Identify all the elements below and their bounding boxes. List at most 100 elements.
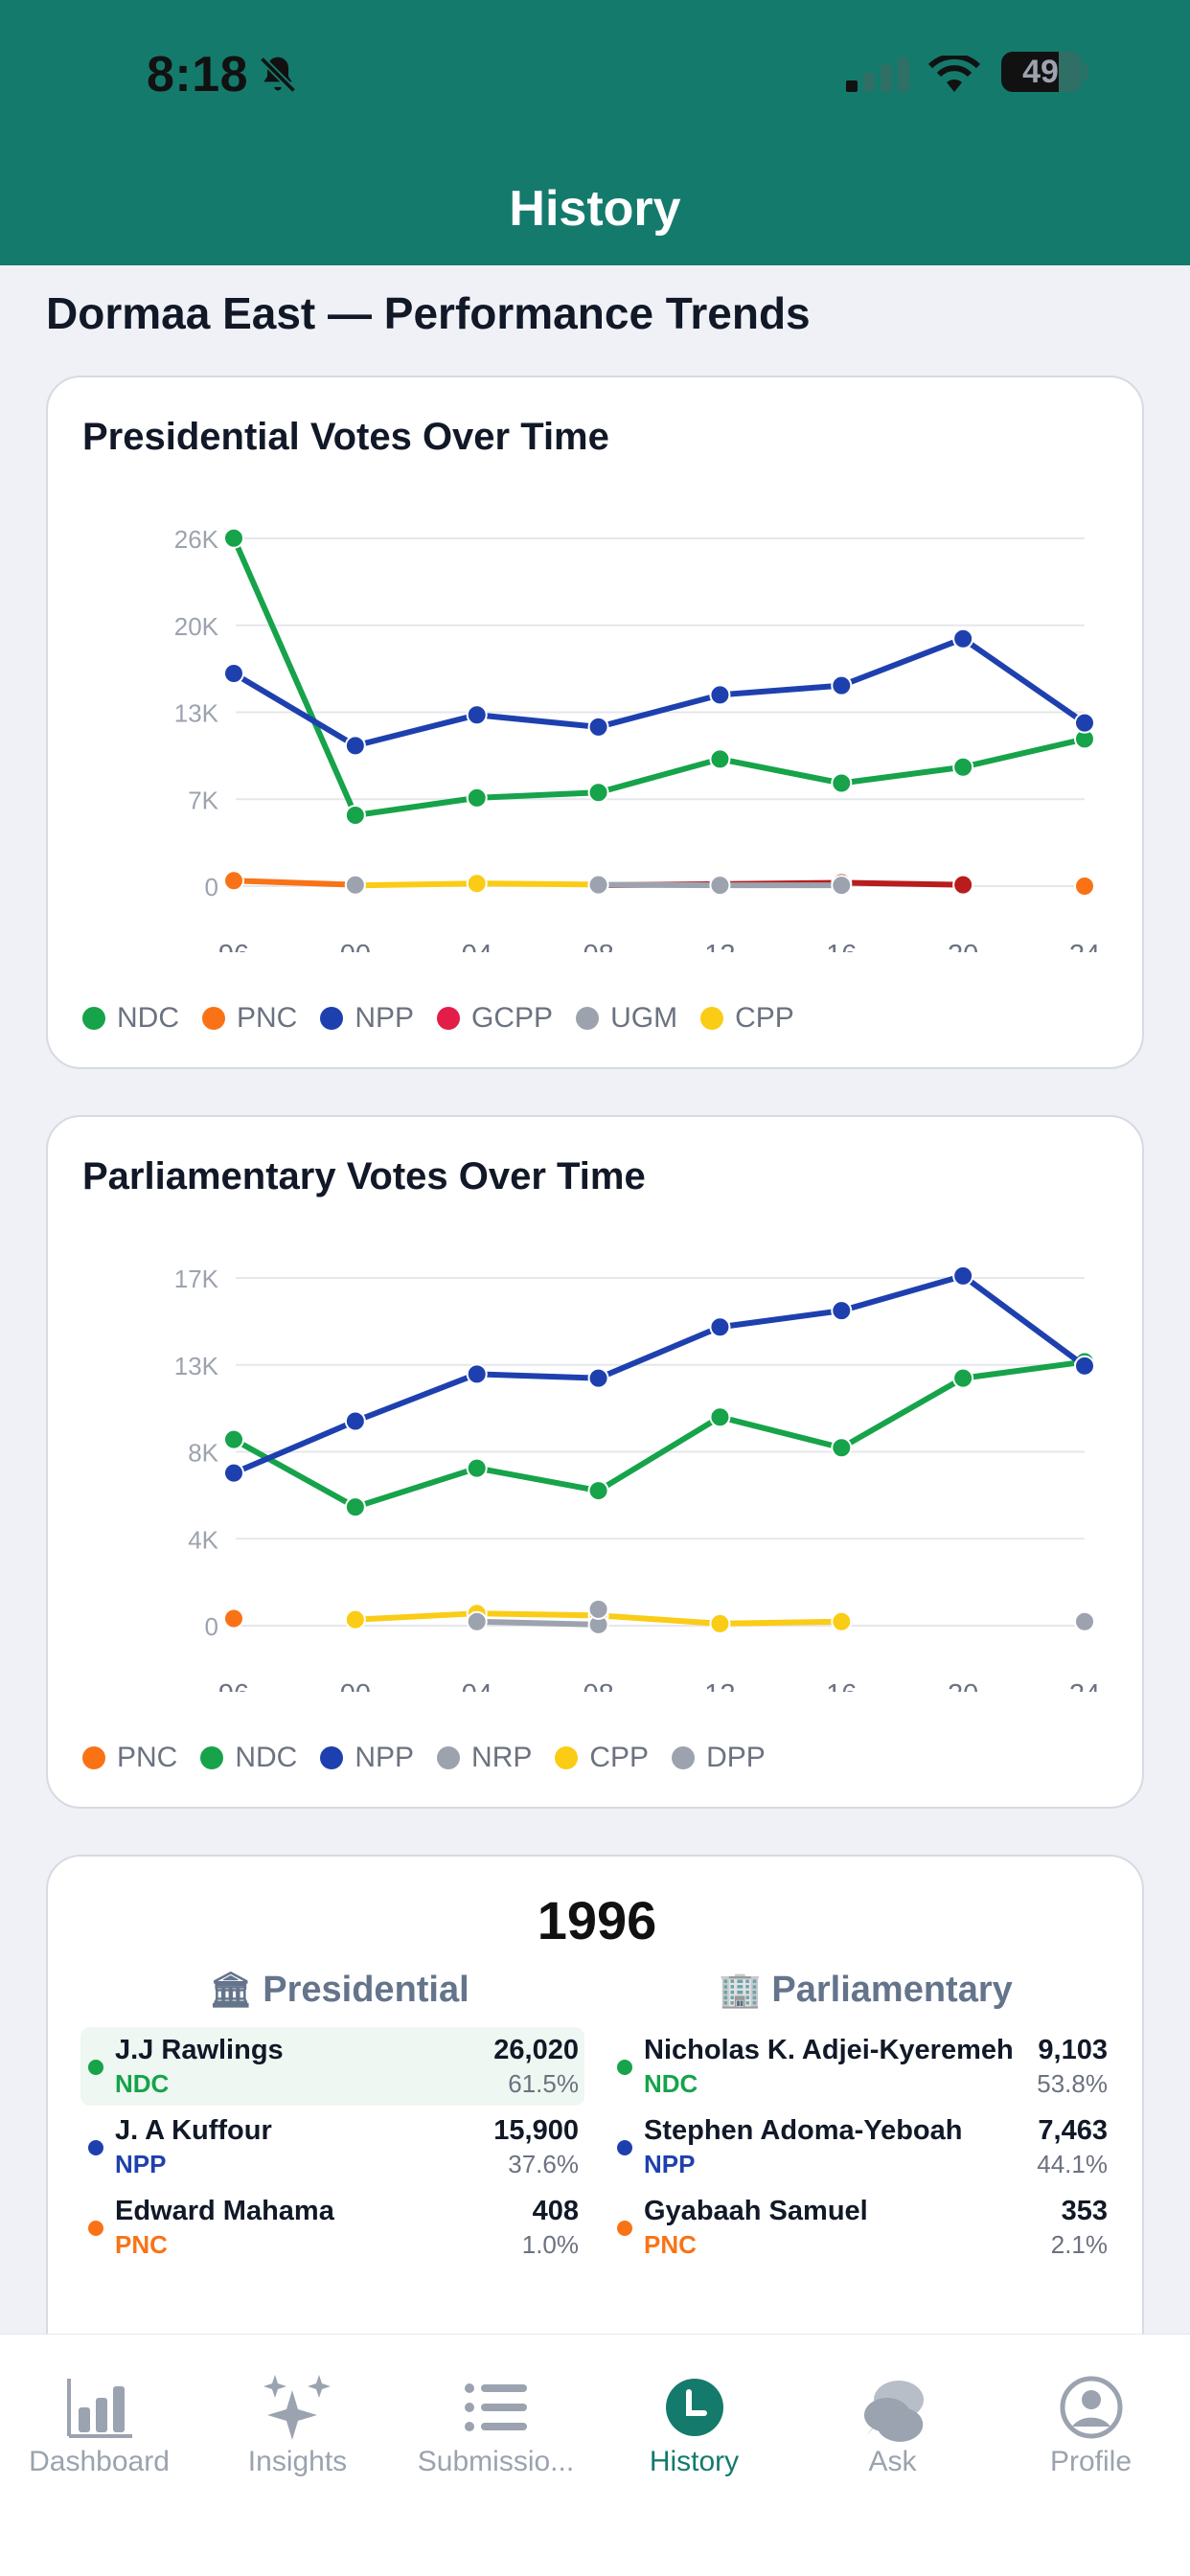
candidate-party: NPP [115, 2150, 167, 2178]
legend-swatch [672, 1746, 696, 1769]
data-point-ndc[interactable] [709, 748, 731, 770]
party-color-dot [617, 2221, 632, 2236]
legend-swatch [437, 1007, 461, 1030]
legend-item-ndc[interactable]: NDC [200, 1742, 297, 1774]
data-point-ndc[interactable] [223, 527, 244, 549]
candidate-percentage: 2.1% [1050, 2230, 1108, 2259]
cellular-signal-icon [846, 57, 909, 92]
data-point-npp[interactable] [223, 1462, 244, 1484]
data-point-npp[interactable] [952, 627, 974, 650]
legend-label: UGM [610, 1002, 678, 1034]
data-point-npp[interactable] [709, 684, 731, 706]
data-point-ugm[interactable] [831, 875, 853, 897]
data-point-ndc[interactable] [344, 1496, 366, 1518]
legend-item-npp[interactable]: NPP [320, 1002, 414, 1035]
data-point-ugm[interactable] [344, 874, 366, 896]
sparkles-icon [263, 2375, 331, 2440]
legend-item-ndc[interactable]: NDC [82, 1002, 179, 1035]
data-point-ndc[interactable] [223, 1428, 244, 1450]
data-point-npp[interactable] [587, 1367, 609, 1389]
data-point-ndc[interactable] [952, 756, 974, 778]
legend-item-nrp[interactable]: NRP [437, 1742, 532, 1774]
data-point-npp[interactable] [709, 1316, 731, 1338]
candidate-row[interactable]: Stephen Adoma-Yeboah NPP 7,463 44.1% [609, 2108, 1113, 2186]
candidate-name: Nicholas K. Adjei-Kyeremeh [644, 2035, 1014, 2065]
candidate-row[interactable]: Nicholas K. Adjei-Kyeremeh NDC 9,103 53.8% [609, 2027, 1113, 2106]
legend-item-pnc[interactable]: PNC [202, 1002, 297, 1035]
candidate-row[interactable]: Edward Mahama PNC 408 1.0% [80, 2188, 584, 2267]
legend-item-gcpp[interactable]: GCPP [437, 1002, 553, 1035]
data-point-ndc[interactable] [587, 782, 609, 804]
user-circle-icon [1060, 2376, 1123, 2439]
data-point-ndc[interactable] [831, 772, 853, 794]
data-point-cpp[interactable] [831, 1610, 853, 1632]
tab-profile[interactable]: Profile [992, 2335, 1190, 2526]
data-point-cpp[interactable] [344, 1608, 366, 1630]
candidate-party: PNC [115, 2230, 168, 2259]
candidate-row[interactable]: J.J Rawlings NDC 26,020 61.5% [80, 2027, 584, 2106]
tab-ask[interactable]: Ask [793, 2335, 992, 2526]
data-point-pnc[interactable] [223, 1607, 244, 1630]
x-tick-label: 24 [1069, 940, 1100, 952]
candidate-party: PNC [644, 2230, 697, 2259]
data-point-npp[interactable] [587, 716, 609, 738]
tab-dashboard[interactable]: Dashboard [0, 2335, 198, 2526]
data-point-pnc[interactable] [1074, 876, 1095, 897]
legend-label: DPP [706, 1742, 766, 1773]
y-tick-label: 4K [188, 1525, 218, 1554]
y-tick-label: 0 [205, 873, 218, 901]
legend-item-npp[interactable]: NPP [320, 1742, 414, 1774]
x-tick-label: 20 [948, 1679, 978, 1692]
data-point-dpp[interactable] [1074, 1610, 1095, 1632]
tab-submissions[interactable]: Submissio... [397, 2335, 595, 2526]
data-point-ndc[interactable] [831, 1437, 853, 1459]
data-point-nrp[interactable] [466, 1610, 488, 1632]
data-point-ugm[interactable] [587, 874, 609, 896]
candidate-row[interactable]: J. A Kuffour NPP 15,900 37.6% [80, 2108, 584, 2186]
tab-history[interactable]: History [595, 2335, 793, 2526]
candidate-votes: 26,020 [493, 2035, 579, 2065]
tab-insights[interactable]: Insights [198, 2335, 397, 2526]
data-point-cpp[interactable] [466, 873, 488, 895]
x-tick-label: 00 [340, 1679, 371, 1692]
data-point-npp[interactable] [1074, 1355, 1095, 1377]
legend-item-cpp[interactable]: CPP [700, 1002, 794, 1035]
party-color-dot [88, 2140, 103, 2155]
data-point-dpp[interactable] [587, 1598, 609, 1620]
data-point-npp[interactable] [344, 1410, 366, 1432]
y-tick-label: 17K [174, 1265, 219, 1293]
data-point-npp[interactable] [1074, 712, 1095, 734]
data-point-pnc[interactable] [223, 870, 244, 892]
data-point-npp[interactable] [831, 674, 853, 696]
candidate-row[interactable]: Gyabaah Samuel PNC 353 2.1% [609, 2188, 1113, 2267]
data-point-ndc[interactable] [466, 1457, 488, 1479]
bell-muted-icon [259, 56, 297, 94]
data-point-ndc[interactable] [952, 1367, 974, 1389]
data-point-ndc[interactable] [587, 1480, 609, 1502]
government-building-icon: 🏛 [209, 1970, 253, 2009]
data-point-ndc[interactable] [344, 805, 366, 827]
data-point-npp[interactable] [344, 735, 366, 757]
year-title: 1996 [537, 1890, 657, 1950]
data-point-npp[interactable] [952, 1265, 974, 1287]
legend-label: NDC [235, 1742, 298, 1773]
data-point-npp[interactable] [831, 1300, 853, 1322]
data-point-ndc[interactable] [466, 786, 488, 809]
data-point-ndc[interactable] [709, 1406, 731, 1428]
legend-label: NRP [471, 1742, 533, 1773]
chat-bubbles-icon [864, 2381, 924, 2442]
parliamentary-chart-card: Parliamentary Votes Over Time 17K 13K 8K 4K… [46, 1115, 1144, 1809]
page-title: History [509, 181, 681, 237]
legend-item-cpp[interactable]: CPP [555, 1742, 649, 1774]
legend-item-ugm[interactable]: UGM [576, 1002, 677, 1035]
data-point-gcpp[interactable] [952, 874, 974, 896]
data-point-ugm[interactable] [709, 875, 731, 897]
legend-item-pnc[interactable]: PNC [82, 1742, 177, 1774]
candidate-votes: 7,463 [1038, 2115, 1108, 2146]
data-point-npp[interactable] [466, 1363, 488, 1385]
data-point-npp[interactable] [223, 663, 244, 685]
legend-item-dpp[interactable]: DPP [672, 1742, 766, 1774]
data-point-cpp[interactable] [709, 1612, 731, 1634]
parliamentary-column-header: 🏢 Parliamentary [719, 1970, 1013, 2010]
data-point-npp[interactable] [466, 704, 488, 726]
